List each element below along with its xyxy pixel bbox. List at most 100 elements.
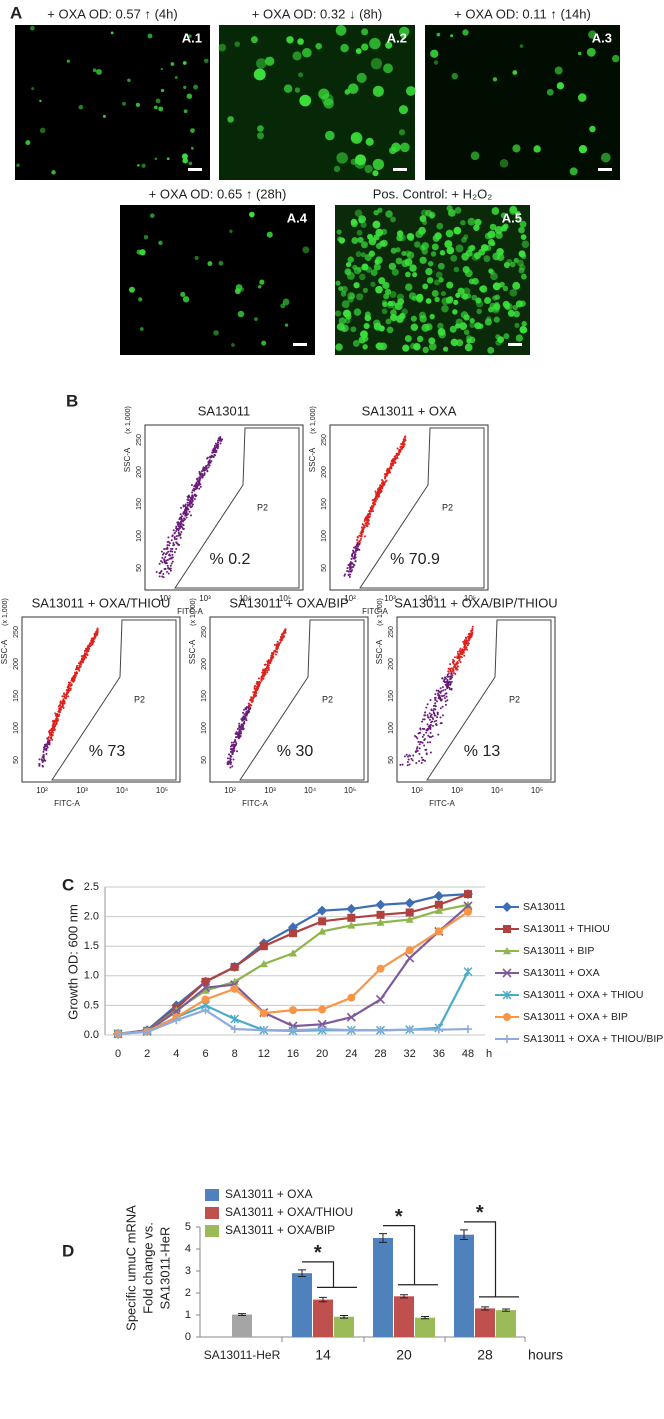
event-dot [349, 561, 352, 564]
cell-spot [405, 283, 413, 291]
event-dot [456, 650, 459, 653]
legend-label: SA13011 + OXA + THIOU [523, 989, 643, 1001]
marker [317, 905, 328, 916]
gate-percent: % 13 [464, 743, 501, 760]
cell-spot [455, 339, 464, 347]
cell-spot [372, 158, 385, 171]
event-dot [371, 499, 374, 502]
event-dot [94, 634, 97, 637]
event-dot [67, 695, 70, 698]
event-dot [176, 527, 179, 530]
event-dot [441, 714, 444, 717]
cell-spot [473, 252, 481, 260]
event-dot [429, 751, 432, 754]
y-tick-label: 200 [13, 658, 20, 670]
event-dot [161, 556, 164, 559]
event-dot [211, 455, 214, 458]
cell-spot [389, 146, 397, 155]
x-axis-label: hours [528, 1347, 563, 1363]
event-dot [184, 503, 187, 506]
x-tick-label: 10³ [264, 786, 276, 795]
marker [289, 1006, 297, 1015]
event-dot [444, 703, 447, 706]
event-dot [155, 570, 158, 573]
cell-spot [427, 261, 434, 267]
y-axis-label: SSC-A [0, 639, 9, 664]
cell-spot [342, 309, 351, 318]
event-dot [199, 473, 202, 476]
event-dot [214, 442, 217, 445]
marker [114, 1029, 122, 1038]
cell-spot [396, 293, 404, 301]
error-bar [379, 1233, 387, 1243]
cell-spot [282, 298, 290, 306]
event-dot [454, 665, 457, 668]
event-dot [253, 687, 256, 690]
event-dot [438, 694, 441, 697]
marker [318, 1025, 327, 1034]
cell-spot [450, 34, 454, 38]
event-dot [38, 762, 41, 765]
cell-spot [372, 170, 379, 177]
marker [376, 964, 385, 973]
event-dot [456, 668, 459, 671]
event-dot [171, 560, 174, 563]
event-dot [190, 484, 193, 487]
event-dot [168, 542, 171, 545]
event-dot [401, 763, 404, 766]
event-dot [467, 635, 470, 638]
event-dot [437, 692, 440, 695]
event-dot [402, 443, 405, 446]
event-dot [429, 741, 432, 744]
event-dot [362, 526, 365, 529]
event-dot [356, 547, 359, 550]
y-axis-unit: (x 1,000) [2, 598, 9, 626]
y-tick-label: 2.0 [84, 911, 99, 923]
event-dot [164, 556, 167, 559]
cell-spot [515, 334, 524, 342]
cell-spot [503, 333, 510, 340]
event-dot [237, 732, 240, 735]
cell-spot [484, 296, 492, 305]
event-dot [227, 760, 230, 763]
marker [230, 962, 239, 971]
cell-spot [368, 250, 376, 257]
marker [346, 1012, 356, 1022]
event-dot [426, 723, 429, 726]
event-dot [205, 467, 208, 470]
event-dot [239, 732, 242, 735]
cell-spot [351, 237, 359, 245]
cell-spot [436, 222, 444, 230]
event-dot [41, 764, 44, 767]
cell-spot [519, 220, 527, 228]
event-dot [228, 761, 231, 764]
cell-spot [487, 346, 495, 354]
event-dot [385, 479, 388, 482]
event-dot [390, 465, 393, 468]
event-dot [422, 733, 425, 736]
cell-spot [335, 343, 343, 351]
cell-spot [383, 63, 393, 74]
cell-spot [370, 281, 376, 287]
cell-spot [231, 343, 235, 347]
event-dot [161, 553, 164, 556]
event-dot [361, 523, 364, 526]
cell-spot [16, 163, 20, 167]
event-dot [447, 672, 450, 675]
cell-spot [354, 209, 363, 218]
event-dot [371, 505, 374, 508]
event-dot [419, 741, 422, 744]
cell-spot [193, 84, 199, 90]
event-dot [62, 699, 65, 702]
event-dot [436, 711, 439, 714]
event-dot [179, 522, 182, 525]
cell-spot [442, 346, 449, 352]
cell-spot [463, 314, 470, 321]
event-dot [219, 442, 222, 445]
image-tag: A.3 [592, 30, 612, 45]
event-dot [445, 684, 448, 687]
event-dot [406, 755, 409, 758]
cell-spot [400, 33, 407, 40]
event-dot [427, 725, 430, 728]
cell-spot [181, 153, 188, 160]
